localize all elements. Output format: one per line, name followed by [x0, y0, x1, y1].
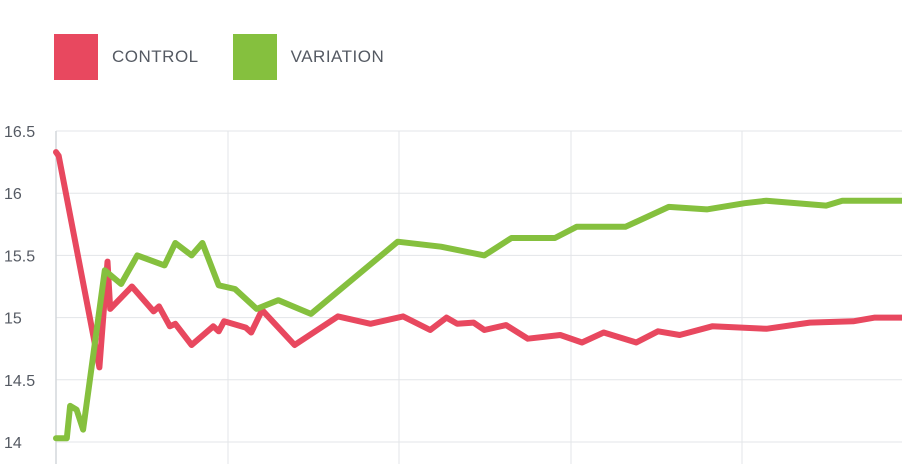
legend-item-control: CONTROL — [54, 34, 199, 80]
chart-grid — [55, 130, 902, 464]
series-line-control — [53, 149, 902, 371]
chart-series — [53, 149, 902, 442]
series-line-variation — [53, 197, 902, 442]
y-tick-label: 15 — [4, 311, 22, 328]
chart-legend: CONTROL VARIATION — [54, 34, 384, 80]
legend-swatch-control — [54, 34, 98, 80]
y-tick-label: 14 — [4, 435, 22, 452]
legend-swatch-variation — [232, 34, 277, 80]
legend-item-variation: VARIATION — [232, 34, 385, 80]
y-axis-ticks: 14 14.5 15 15.5 16 16.5 — [4, 124, 35, 452]
y-tick-label: 14.5 — [4, 373, 35, 390]
legend-label-control: CONTROL — [112, 47, 199, 66]
y-tick-label: 15.5 — [4, 248, 35, 265]
y-tick-label: 16.5 — [4, 124, 35, 141]
y-tick-label: 16 — [4, 186, 22, 203]
legend-label-variation: VARIATION — [290, 47, 385, 66]
